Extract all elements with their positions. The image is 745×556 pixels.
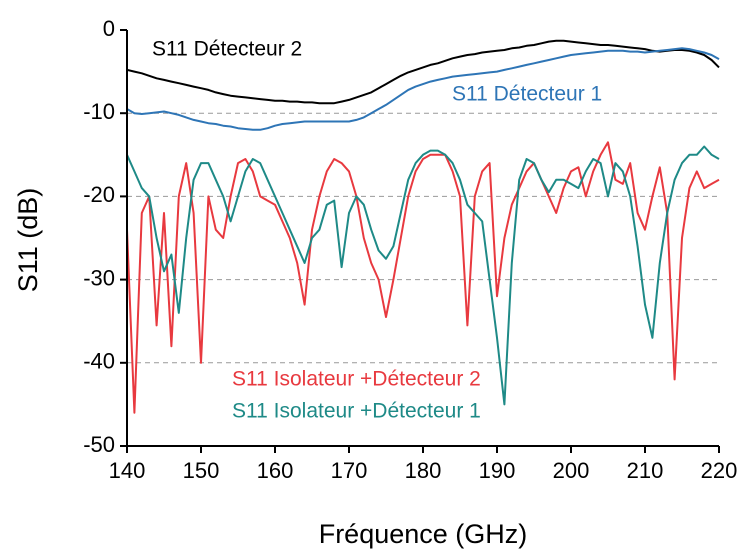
y-axis-title: S11 (dB) (13, 188, 43, 293)
y-tick-label: -20 (83, 182, 115, 207)
series-line (126, 39, 720, 105)
y-tick-label: -10 (83, 99, 115, 124)
x-tick-label: 150 (183, 458, 220, 483)
x-tick-label: 200 (553, 458, 590, 483)
series-label: S11 Isolateur +Détecteur 2 (232, 368, 481, 391)
series-line (126, 141, 720, 414)
series-line (126, 145, 720, 406)
series-line (126, 47, 720, 131)
y-tick-label: 0 (103, 16, 115, 41)
x-tick-label: 210 (627, 458, 664, 483)
y-tick-label: -50 (83, 432, 115, 457)
series-label: S11 Détecteur 1 (452, 83, 602, 106)
series-label: S11 Isolateur +Détecteur 1 (232, 400, 481, 423)
x-tick-label: 170 (331, 458, 368, 483)
y-tick-label: -40 (83, 349, 115, 374)
y-tick-label: -30 (83, 265, 115, 290)
x-tick-label: 160 (257, 458, 294, 483)
x-axis-title: Fréquence (GHz) (319, 519, 528, 549)
x-tick-label: 140 (109, 458, 146, 483)
x-tick-label: 220 (701, 458, 738, 483)
x-tick-label: 180 (405, 458, 442, 483)
x-tick-label: 190 (479, 458, 516, 483)
series-label: S11 Détecteur 2 (152, 38, 302, 61)
